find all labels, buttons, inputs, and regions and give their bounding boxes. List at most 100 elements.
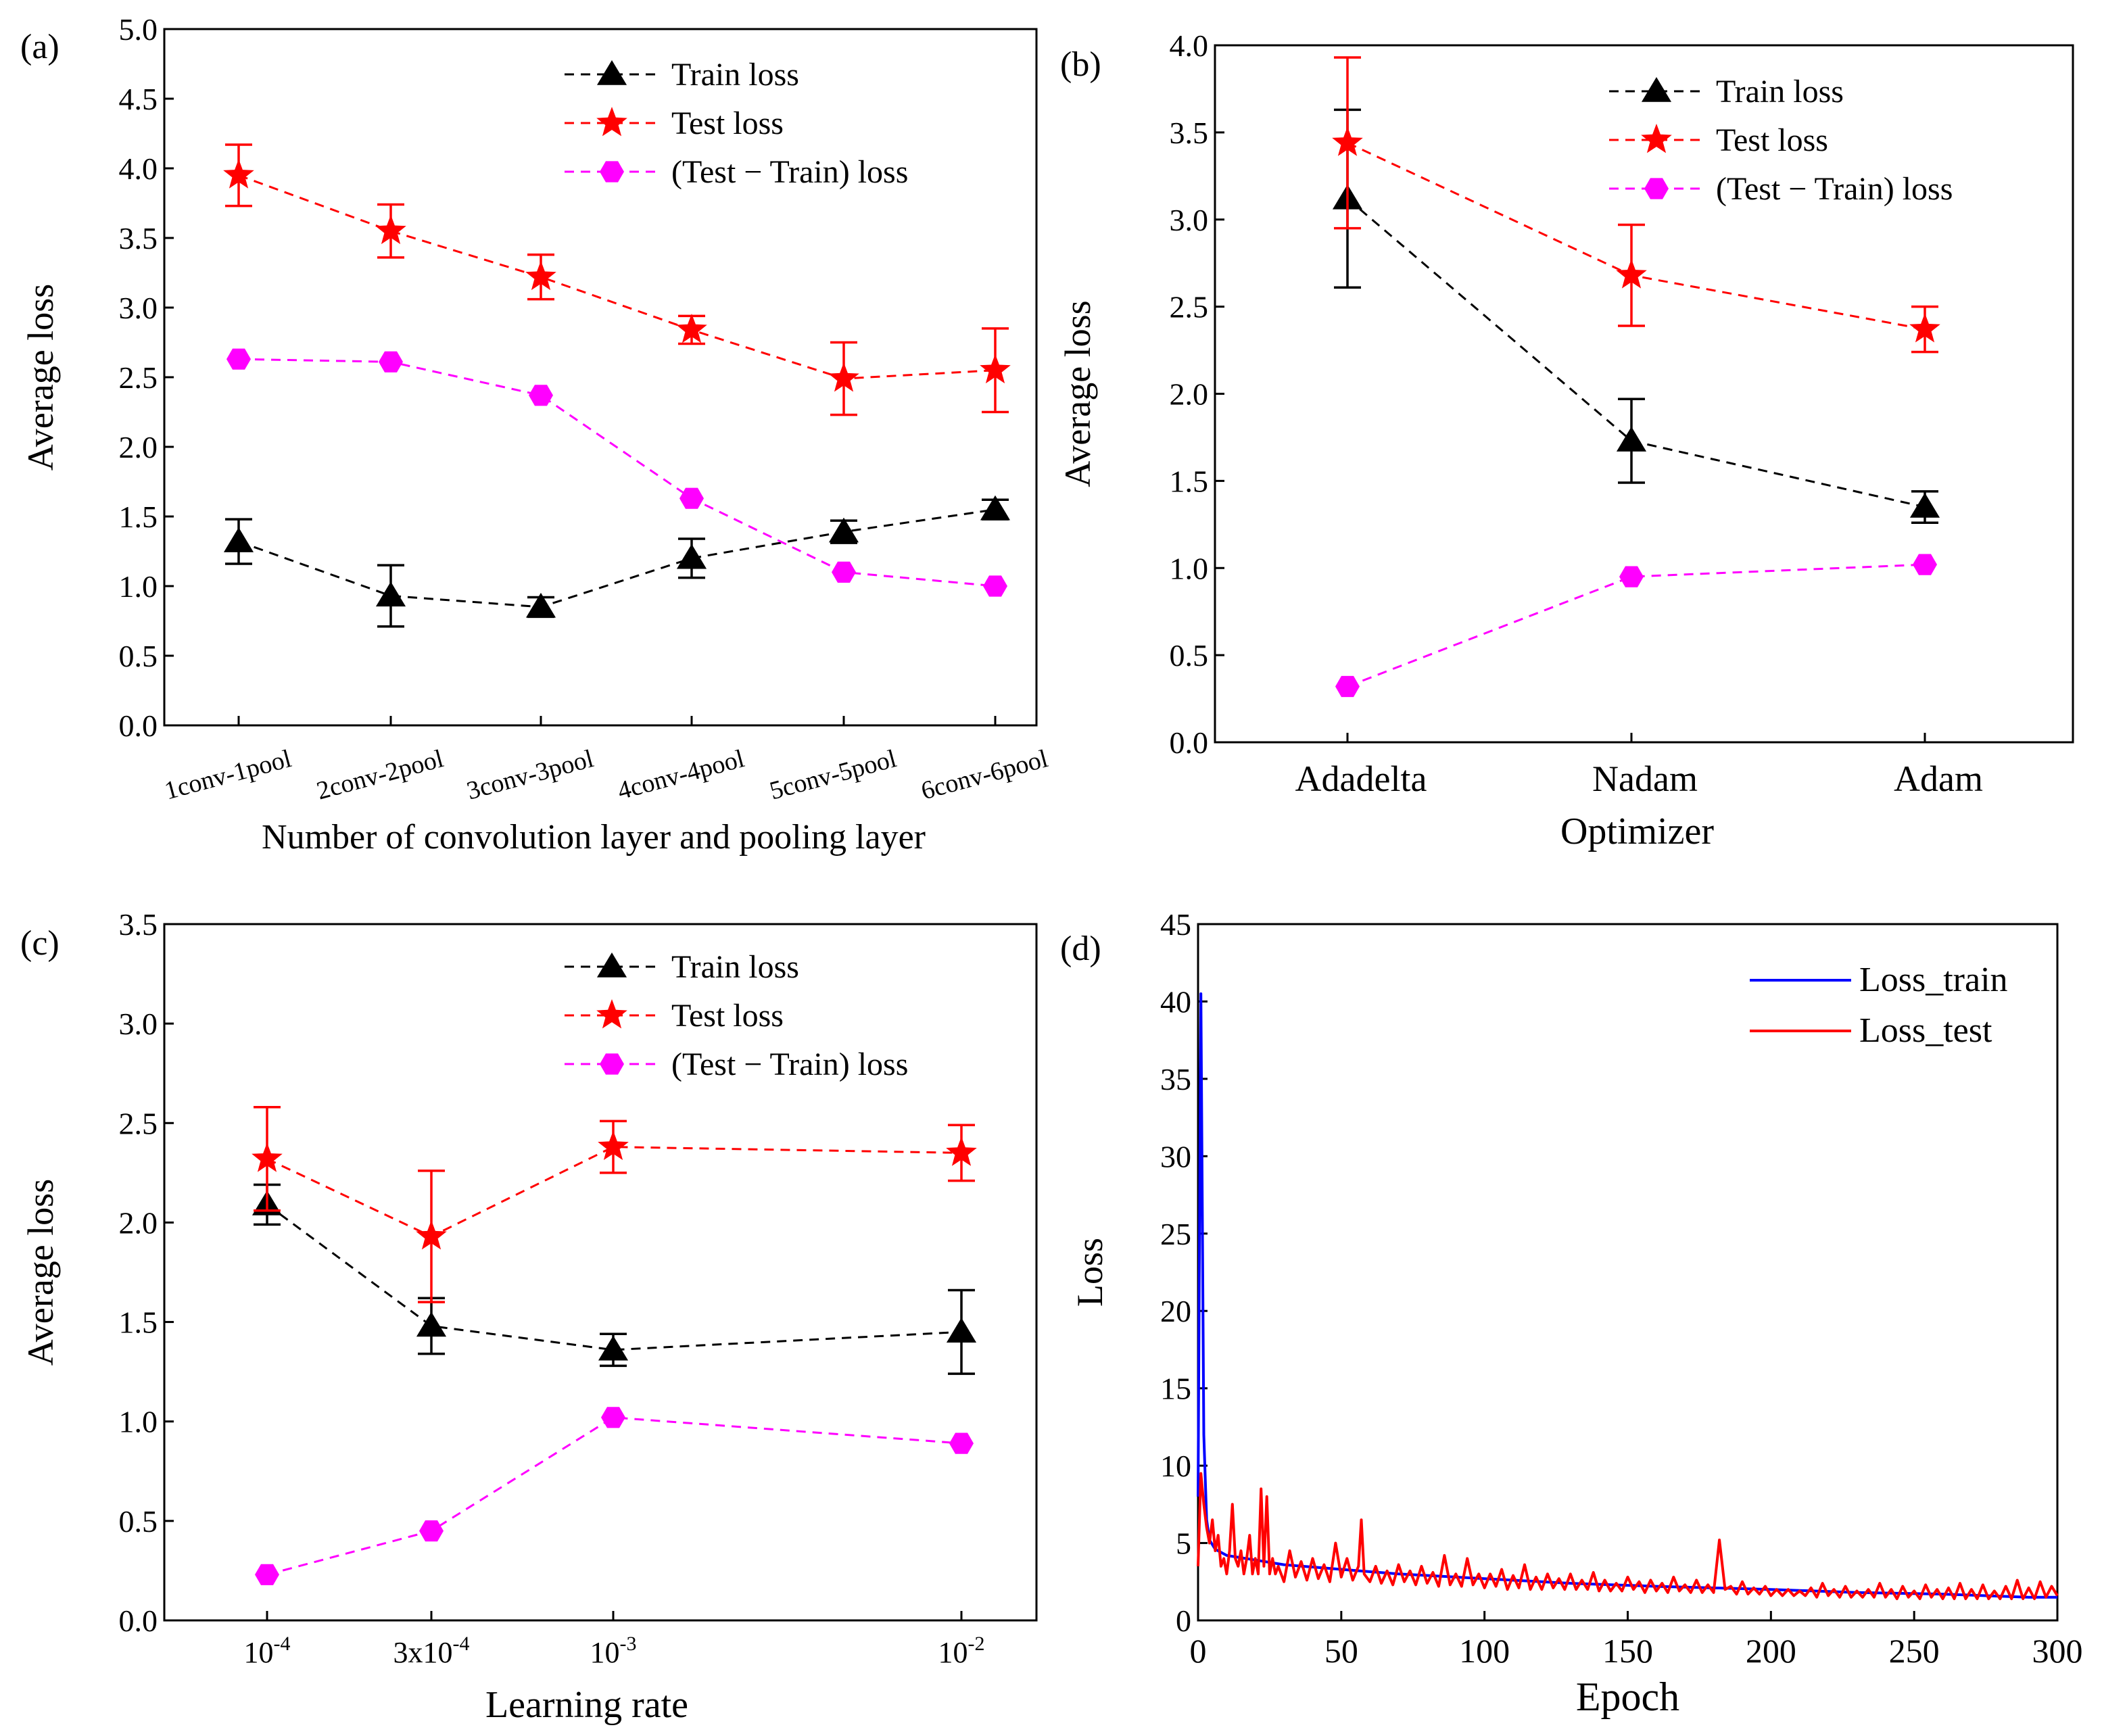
y-axis-label: Average loss xyxy=(20,1179,61,1366)
series-test-loss xyxy=(223,143,1011,416)
data-point xyxy=(1335,675,1360,698)
y-tick-label: 15 xyxy=(1160,1372,1191,1406)
legend-item-loss-test: Loss_test xyxy=(1750,1011,1992,1050)
data-point xyxy=(375,581,406,607)
y-tick-label: 0.0 xyxy=(119,1604,158,1638)
legend-label: Train loss xyxy=(1716,74,1844,110)
y-tick-label: 45 xyxy=(1160,907,1191,942)
y-tick-label: 1.0 xyxy=(1170,551,1209,585)
legend-marker xyxy=(596,953,627,978)
legend-marker xyxy=(600,161,624,183)
data-point xyxy=(1616,427,1647,452)
x-axis-label: Learning rate xyxy=(485,1684,688,1726)
legend-label: Test loss xyxy=(1716,122,1828,158)
data-point xyxy=(679,487,704,509)
y-tick-label: 1.5 xyxy=(119,1305,158,1340)
y-tick-label: 0.0 xyxy=(1170,725,1209,760)
legend-label: Test loss xyxy=(671,998,784,1034)
data-point xyxy=(828,517,859,543)
legend-item-test-train-loss: (Test − Train) loss xyxy=(1609,171,1953,207)
y-tick-label: 0 xyxy=(1176,1604,1191,1638)
x-tick-label: 300 xyxy=(2032,1632,2083,1670)
legend-label: Loss_test xyxy=(1859,1011,1992,1050)
series-line xyxy=(238,508,996,608)
series-line xyxy=(266,1146,962,1238)
legend-marker xyxy=(596,60,627,85)
data-point xyxy=(676,544,707,569)
x-tick-label: 50 xyxy=(1324,1632,1358,1670)
legend-item-test-loss: Test loss xyxy=(1609,122,1828,158)
y-tick-label: 2.5 xyxy=(1170,290,1209,324)
legend-label: (Test − Train) loss xyxy=(671,1046,908,1082)
y-tick-label: 30 xyxy=(1160,1139,1191,1174)
data-point xyxy=(1909,493,1940,518)
y-tick-label: 0.5 xyxy=(119,1504,158,1539)
legend-marker xyxy=(596,107,627,137)
y-axis-label: Loss xyxy=(1070,1238,1110,1307)
y-tick-label: 1.5 xyxy=(1170,464,1209,498)
legend-label: Test loss xyxy=(671,105,784,141)
data-point xyxy=(980,495,1011,521)
data-point xyxy=(598,1130,629,1160)
legend-marker xyxy=(1644,178,1669,199)
y-tick-label: 3.0 xyxy=(1170,203,1209,237)
y-tick-label: 4.5 xyxy=(119,82,158,116)
y-axis-label: Average loss xyxy=(20,284,61,471)
y-tick-label: 1.5 xyxy=(119,500,158,534)
legend-marker xyxy=(1641,124,1672,153)
data-point xyxy=(1616,259,1647,289)
data-point xyxy=(1909,313,1940,343)
data-point xyxy=(946,1318,977,1343)
series-line xyxy=(238,358,996,587)
legend-item-loss-train: Loss_train xyxy=(1750,961,2008,999)
legend-item-test-train-loss: (Test − Train) loss xyxy=(565,1046,908,1082)
data-point xyxy=(223,527,254,552)
x-tick-label: 2conv-2pool xyxy=(314,744,446,805)
data-point xyxy=(1619,566,1644,587)
x-tick-label: 10-4 xyxy=(244,1633,291,1669)
y-tick-label: 2.0 xyxy=(1170,377,1209,412)
data-point xyxy=(983,575,1007,597)
panel-label: (d) xyxy=(1060,930,1101,968)
y-tick-label: 5.0 xyxy=(119,12,158,47)
data-point xyxy=(379,351,403,372)
x-axis-label: Optimizer xyxy=(1560,811,1714,852)
x-tick-label: 0 xyxy=(1190,1632,1207,1670)
x-tick-label: 6conv-6pool xyxy=(918,744,1051,805)
x-tick-label: 200 xyxy=(1746,1632,1796,1670)
data-point xyxy=(416,1311,447,1337)
y-tick-label: 25 xyxy=(1160,1217,1191,1251)
x-tick-label: 4conv-4pool xyxy=(615,744,747,805)
data-point xyxy=(252,1142,283,1172)
data-point xyxy=(832,561,856,583)
x-tick-label: 10-2 xyxy=(938,1633,985,1669)
data-point xyxy=(828,362,859,392)
y-tick-label: 2.5 xyxy=(119,360,158,395)
data-point xyxy=(980,354,1011,384)
data-point xyxy=(598,1335,629,1361)
series-loss-test xyxy=(1197,1472,2059,1600)
data-point xyxy=(226,348,251,370)
series-loss-train xyxy=(1197,992,2057,1599)
series-line xyxy=(1347,563,1926,688)
y-tick-label: 1.0 xyxy=(119,1405,158,1439)
data-point xyxy=(223,159,254,189)
series-test-loss xyxy=(252,1105,977,1303)
x-tick-label: 1conv-1pool xyxy=(162,744,294,805)
legend-label: Train loss xyxy=(671,57,799,93)
x-tick-label: Adam xyxy=(1894,758,1983,799)
series-test-loss xyxy=(1332,56,1940,354)
data-point xyxy=(1332,126,1363,156)
y-tick-label: 0.0 xyxy=(119,708,158,743)
data-point xyxy=(676,314,707,343)
legend-item-train-loss: Train loss xyxy=(1609,74,1844,110)
data-point xyxy=(255,1564,279,1585)
x-axis-label: Epoch xyxy=(1576,1674,1679,1719)
x-tick-label: Adadelta xyxy=(1295,758,1427,799)
legend-item-test-loss: Test loss xyxy=(565,105,784,141)
x-tick-label: 10-3 xyxy=(590,1633,637,1669)
y-tick-label: 4.0 xyxy=(1170,28,1209,63)
y-tick-label: 2.5 xyxy=(119,1106,158,1140)
panel-c: 0.0 0.5 1.0 1.5 2.0 2.5 3.0 3.5 Average loss (c) 1… xyxy=(20,907,1038,1726)
y-tick-label: 3.5 xyxy=(1170,116,1209,150)
